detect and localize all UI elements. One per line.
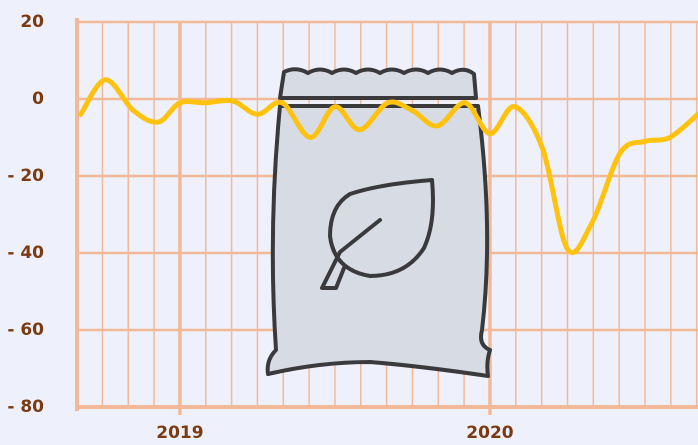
y-tick-label: - 20: [7, 166, 44, 186]
line: [78, 77, 698, 255]
y-tick-label: - 40: [7, 243, 44, 263]
plot: [78, 77, 698, 255]
y-tick-label: - 80: [7, 397, 44, 417]
axes: 20 0 - 20 - 40 - 60 - 80 2019 2020: [7, 12, 698, 443]
y-tick-label: 20: [20, 12, 44, 32]
y-tick-label: 0: [32, 89, 44, 109]
fertilizer-bag-icon: [265, 67, 492, 378]
y-tick-label: - 60: [7, 320, 44, 340]
x-tick-label: 2019: [156, 423, 203, 443]
x-tick-label: 2020: [466, 423, 513, 443]
